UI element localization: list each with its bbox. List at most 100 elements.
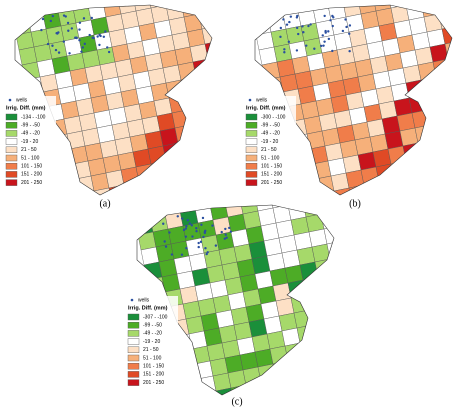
parcel (399, 49, 419, 69)
parcel (217, 23, 235, 41)
parcel (272, 205, 292, 224)
legend-swatch (127, 330, 140, 337)
parcel (290, 216, 310, 236)
well (51, 14, 55, 18)
parcel (108, 106, 128, 126)
parcel (330, 172, 350, 192)
parcel (186, 106, 206, 126)
parcel (302, 354, 322, 374)
parcel (260, 378, 280, 395)
parcel (146, 276, 166, 296)
legend-swatch (5, 146, 18, 154)
parcel (281, 249, 301, 269)
parcel (60, 178, 80, 195)
legend-well-symbol (248, 98, 252, 102)
parcel (69, 67, 89, 87)
parcel (342, 238, 360, 256)
parcel (30, 28, 50, 48)
well (295, 26, 299, 30)
parcel (420, 5, 440, 18)
parcel (173, 255, 193, 275)
parcel (242, 288, 262, 308)
well (49, 19, 53, 23)
parcel (176, 348, 196, 368)
parcel (354, 58, 374, 78)
well (107, 50, 111, 54)
well (78, 21, 82, 24)
parcel (402, 64, 422, 84)
parcel (87, 79, 107, 99)
parcel (336, 286, 354, 304)
legend-wells: wells (138, 297, 150, 303)
parcel (239, 351, 259, 371)
parcel (51, 55, 71, 75)
parcel (269, 267, 289, 287)
well (104, 30, 107, 33)
well (197, 241, 200, 245)
parcel (245, 303, 265, 323)
well (327, 30, 330, 33)
parcel (327, 157, 347, 177)
parcel (381, 37, 401, 57)
parcel (296, 246, 316, 266)
well (164, 245, 168, 248)
well (223, 237, 226, 240)
parcel (333, 109, 353, 129)
parcel (411, 31, 431, 51)
legend-label: 101 - 150 (21, 164, 42, 170)
parcel (227, 369, 247, 389)
parcel (450, 70, 452, 90)
parcel (203, 327, 223, 347)
parcel (15, 31, 35, 51)
parcel (49, 197, 67, 215)
parcel (345, 13, 365, 33)
parcel (78, 112, 98, 132)
parcel (312, 5, 332, 24)
parcel (340, 0, 358, 2)
parcel (171, 109, 191, 129)
parcel (260, 300, 280, 320)
well (41, 17, 45, 21)
parcel (420, 76, 440, 96)
parcel (287, 357, 307, 377)
parcel (281, 327, 301, 347)
parcel (195, 73, 212, 93)
parcel (171, 397, 189, 412)
map-panel: wells Irrig. Diff. (mm) -134 - -100 -99 - -… (4, 4, 235, 215)
parcel (179, 285, 199, 305)
parcel (287, 205, 307, 221)
parcel (60, 100, 80, 120)
legend-label: 21 - 50 (143, 347, 159, 353)
well (184, 227, 188, 230)
legend-label: -307 - -100 (143, 314, 168, 320)
parcel (84, 5, 104, 6)
parcel (45, 25, 65, 45)
parcel (248, 318, 268, 338)
parcel (146, 205, 166, 218)
parcel (147, 67, 167, 87)
parcel (339, 139, 359, 159)
parcel (176, 205, 196, 212)
well (323, 40, 326, 43)
well (323, 14, 326, 18)
well (201, 216, 205, 220)
parcel (272, 282, 292, 302)
well (90, 16, 94, 20)
parcel (156, 112, 176, 132)
parcel (384, 52, 404, 72)
legend-label: 201 - 250 (261, 180, 282, 186)
well (229, 230, 233, 233)
well (332, 16, 335, 19)
parcel (177, 61, 197, 81)
parcel (144, 130, 164, 150)
parcel (230, 228, 250, 248)
well (309, 23, 312, 26)
parcel (93, 109, 113, 129)
parcel (215, 309, 235, 329)
parcel (141, 115, 161, 135)
parcel (302, 276, 322, 296)
parcel (153, 97, 173, 117)
parcel (408, 16, 428, 36)
parcel (93, 31, 113, 51)
parcel (336, 124, 356, 144)
